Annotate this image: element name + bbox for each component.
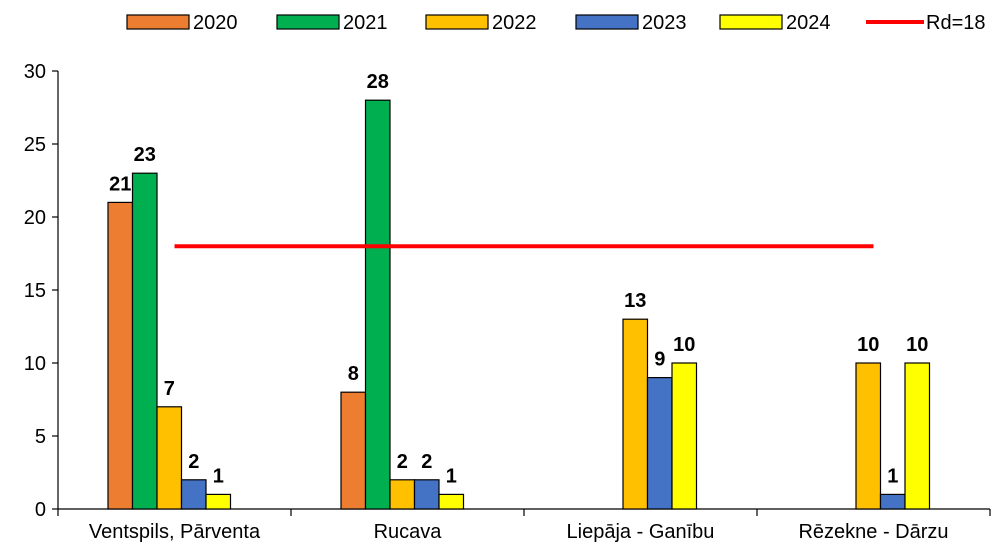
- data-label-2022-rezekne-darzu: 10: [857, 334, 879, 356]
- bar-2021-rucava: [364, 99, 391, 510]
- data-label-2020-ventspils-parventa: 21: [109, 173, 131, 195]
- bars-group: [107, 99, 931, 510]
- legend-swatch-2021: [276, 14, 340, 30]
- bar-2023-rezekne-darzu: [879, 493, 906, 510]
- bar-2022-ventspils-parventa: [156, 406, 183, 510]
- bar-2020-ventspils-parventa: [107, 201, 134, 510]
- legend-swatch-2023: [575, 14, 639, 30]
- x-axis: Ventspils, Pārventa Rucava Liepāja - Ganīb…: [57, 508, 991, 543]
- bar-2024-liepaja-ganibu: [671, 362, 698, 510]
- y-tick-label: 0: [35, 499, 46, 521]
- legend-swatch-2020: [126, 14, 190, 30]
- y-tick-label: 25: [24, 134, 46, 156]
- data-label-2021-rucava: 28: [367, 71, 389, 93]
- y-tick-label: 20: [24, 207, 46, 229]
- x-tick-label: Rēzekne - Dārzu: [798, 521, 948, 543]
- data-label-2021-ventspils-parventa: 23: [134, 144, 156, 166]
- data-label-2023-ventspils-parventa: 2: [188, 451, 199, 473]
- legend-label-2021: 2021: [343, 12, 388, 34]
- bar-2021-ventspils-parventa: [131, 172, 158, 510]
- data-label-2024-ventspils-parventa: 1: [213, 465, 224, 487]
- bar-2022-rucava: [389, 479, 416, 510]
- x-tick-label: Rucava: [374, 521, 443, 543]
- legend-label-reference-line: Rd=18: [926, 12, 986, 34]
- bar-2020-rucava: [340, 391, 367, 510]
- legend-label-2023: 2023: [642, 12, 687, 34]
- x-tick-label: Ventspils, Pārventa: [89, 521, 261, 543]
- data-label-2022-rucava: 2: [397, 451, 408, 473]
- data-label-2020-rucava: 8: [348, 363, 359, 385]
- legend-label-2024: 2024: [786, 12, 831, 34]
- data-label-2023-liepaja-ganibu: 9: [654, 349, 665, 371]
- bar-2024-ventspils-parventa: [205, 493, 232, 510]
- y-tick-label: 5: [35, 426, 46, 448]
- legend-swatch-2024: [719, 14, 783, 30]
- data-label-2023-rezekne-darzu: 1: [887, 465, 898, 487]
- x-tick-label: Liepāja - Ganību: [567, 521, 715, 543]
- legend-label-2020: 2020: [193, 12, 238, 34]
- bar-2024-rezekne-darzu: [904, 362, 931, 510]
- data-label-2024-liepaja-ganibu: 10: [673, 334, 695, 356]
- bar-2022-rezekne-darzu: [855, 362, 882, 510]
- data-label-2022-liepaja-ganibu: 13: [624, 290, 646, 312]
- data-label-2024-rucava: 1: [446, 465, 457, 487]
- legend-swatch-2022: [425, 14, 489, 30]
- bar-2023-liepaja-ganibu: [646, 377, 673, 510]
- legend-label-2022: 2022: [492, 12, 537, 34]
- data-label-2024-rezekne-darzu: 10: [906, 334, 928, 356]
- y-tick-label: 30: [24, 61, 46, 83]
- bar-2023-rucava: [413, 479, 440, 510]
- data-label-2023-rucava: 2: [421, 451, 432, 473]
- data-label-2022-ventspils-parventa: 7: [164, 378, 175, 400]
- bar-2023-ventspils-parventa: [180, 479, 207, 510]
- legend: 2020 2021 2022 2023 2024 Rd=18: [126, 12, 986, 34]
- y-tick-label: 10: [24, 353, 46, 375]
- y-tick-label: 15: [24, 280, 46, 302]
- y-axis: 0 5 10 15 20 25 30: [24, 61, 59, 521]
- bar-2022-liepaja-ganibu: [622, 318, 649, 510]
- bar-2024-rucava: [438, 493, 465, 510]
